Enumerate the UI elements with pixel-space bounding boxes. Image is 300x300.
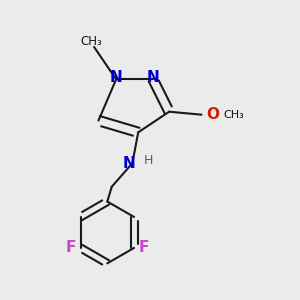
Text: N: N (110, 70, 122, 86)
Text: CH₃: CH₃ (224, 110, 244, 120)
Text: F: F (138, 240, 149, 255)
Text: H: H (144, 154, 153, 167)
Text: N: N (147, 70, 159, 86)
Text: N: N (123, 156, 136, 171)
Text: CH₃: CH₃ (80, 34, 102, 48)
Text: O: O (206, 107, 219, 122)
Text: F: F (66, 240, 76, 255)
